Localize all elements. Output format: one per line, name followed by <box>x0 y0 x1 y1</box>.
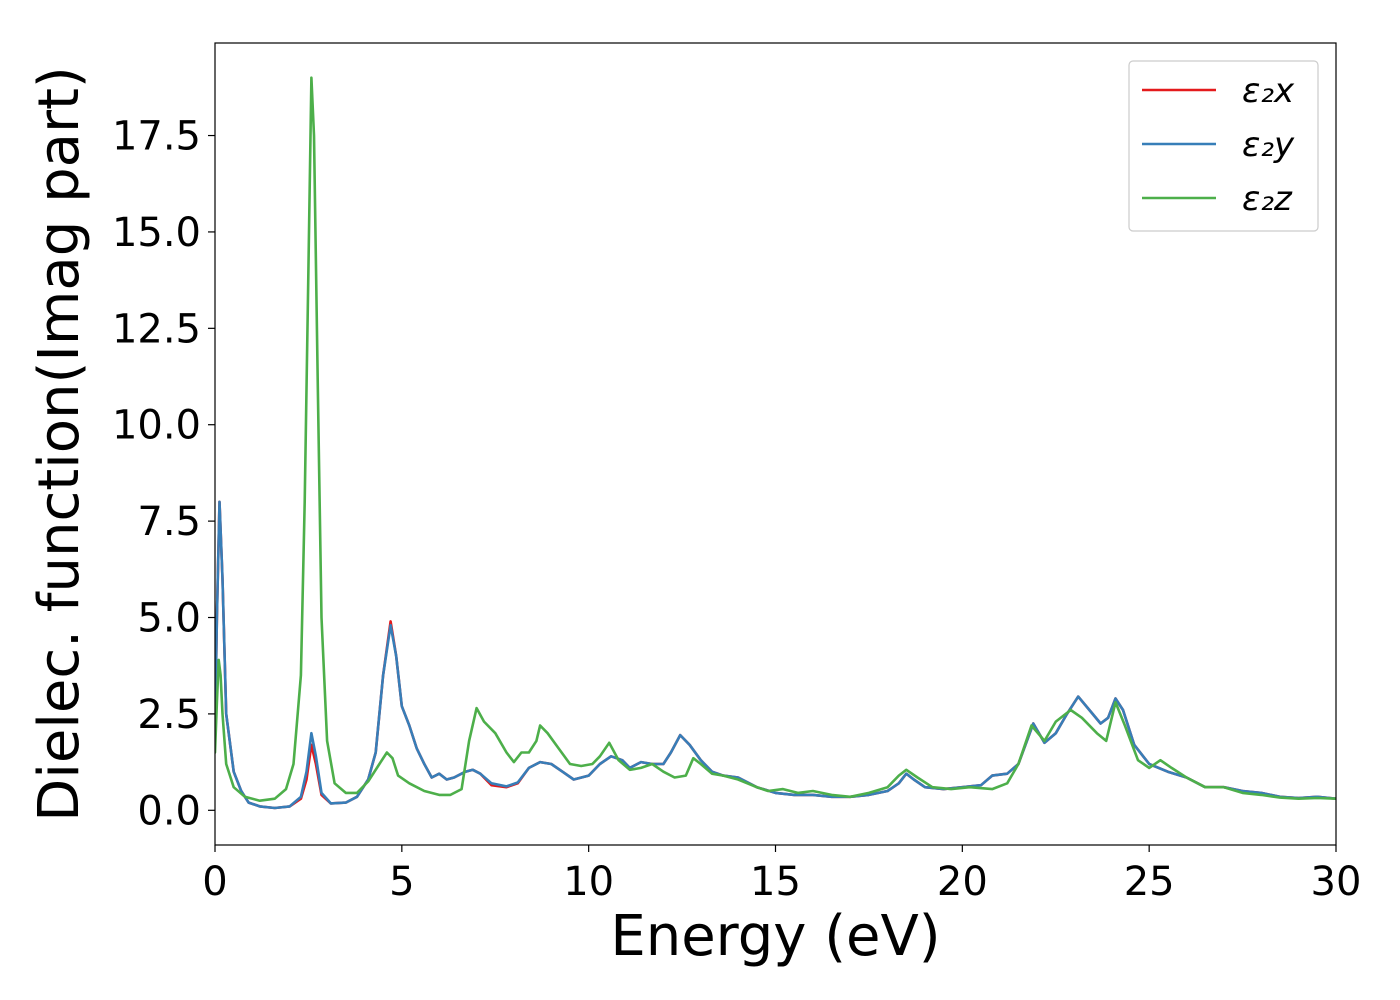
x-tick-label: 20 <box>937 859 988 905</box>
y-tick-label: 17.5 <box>112 114 201 160</box>
y-tick-label: 2.5 <box>137 692 201 738</box>
x-tick-label: 5 <box>389 859 414 905</box>
series-line-2 <box>215 76 1336 802</box>
y-tick-label: 15.0 <box>112 210 201 256</box>
legend: ε₂x ε₂y ε₂z <box>1128 60 1319 232</box>
y-axis: 0.0 2.5 5.0 7.5 10.0 12.5 15.0 17.5 <box>112 114 215 834</box>
y-axis-label: Dielec. function(Imag part) <box>27 66 92 822</box>
y-tick-label: 12.5 <box>112 306 201 352</box>
y-tick-label: 5.0 <box>137 596 201 642</box>
series-layer <box>215 76 1336 810</box>
legend-label-0: ε₂x <box>1242 71 1295 111</box>
legend-box <box>1128 60 1319 232</box>
x-tick-label: 15 <box>750 859 801 905</box>
x-tick-label: 0 <box>202 859 227 905</box>
x-tick-label: 10 <box>563 859 614 905</box>
x-axis: 0 5 10 15 20 25 30 <box>202 845 1361 905</box>
y-tick-label: 7.5 <box>137 499 201 545</box>
x-axis-label: Energy (eV) <box>610 904 940 969</box>
y-tick-label: 10.0 <box>112 403 201 449</box>
x-tick-label: 25 <box>1124 859 1175 905</box>
legend-label-2: ε₂z <box>1242 179 1293 219</box>
series-line-1 <box>215 500 1336 810</box>
y-tick-label: 0.0 <box>137 788 201 834</box>
x-tick-label: 30 <box>1311 859 1362 905</box>
legend-label-1: ε₂y <box>1242 125 1295 165</box>
